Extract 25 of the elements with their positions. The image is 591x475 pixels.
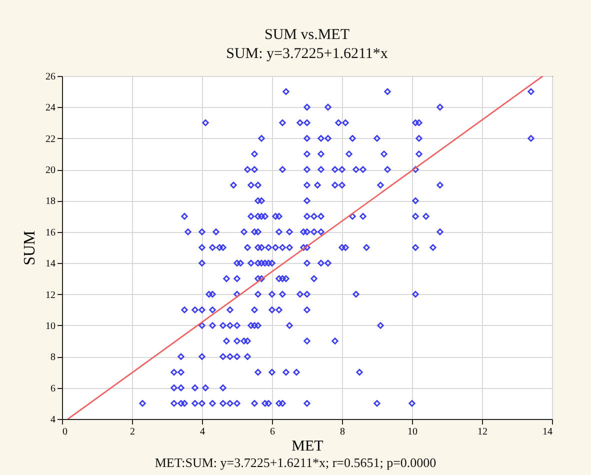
y-tick-label: 24: [46, 102, 56, 114]
y-tick-label: 8: [50, 352, 56, 364]
x-tick-label: 6: [270, 426, 275, 438]
x-axis-title: MET: [292, 438, 324, 454]
y-tick-label: 10: [46, 320, 56, 332]
y-tick-label: 26: [46, 72, 56, 82]
x-tick-label: 8: [340, 426, 345, 438]
x-tick-label: 14: [542, 426, 552, 438]
chart-title: SUM vs.MET: [264, 27, 350, 43]
y-tick-label: 12: [46, 290, 56, 301]
x-tick-label: 12: [478, 426, 488, 438]
y-tick-label: 18: [46, 196, 56, 208]
x-tick-label: 10: [408, 426, 418, 438]
x-tick-label: 4: [200, 426, 205, 438]
y-tick-label: 14: [46, 258, 56, 270]
x-tick-label: 0: [62, 426, 68, 438]
x-tick-label: 2: [130, 426, 135, 438]
y-tick-label: 4: [50, 414, 56, 426]
y-tick-label: 6: [50, 383, 56, 394]
y-tick-label: 16: [46, 227, 56, 238]
chart-subtitle: SUM: y=3.7225+1.6211*x: [226, 46, 388, 62]
y-tick-label: 20: [46, 165, 56, 176]
y-tick-label: 22: [46, 134, 56, 145]
text: MET:SUM: y=3.7225+1.6211*x; r=0.5651; p=0.0000: [154, 455, 438, 471]
y-axis-title: SUM: [22, 230, 38, 266]
